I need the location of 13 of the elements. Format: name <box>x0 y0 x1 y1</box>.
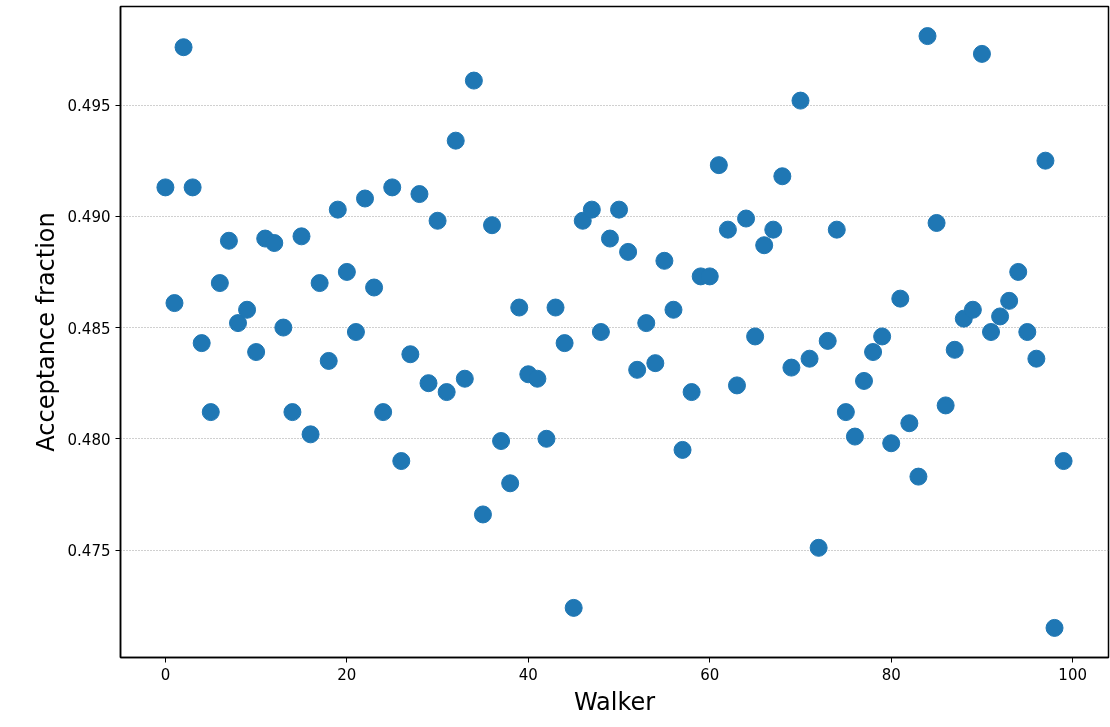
x-axis-title: Walker <box>573 687 656 716</box>
y-tick-label: 0.495 <box>67 97 111 116</box>
x-tick-label: 40 <box>518 665 538 684</box>
x-tick-label: 80 <box>881 665 901 684</box>
x-tick-label: 0 <box>160 665 171 684</box>
y-axis-title: Acceptance fraction <box>31 212 60 452</box>
y-tick-label: 0.480 <box>67 430 111 449</box>
y-tick-label: 0.485 <box>67 319 111 338</box>
x-tick-label: 100 <box>1058 665 1087 684</box>
y-tick-label: 0.490 <box>67 208 111 227</box>
x-tick-label: 60 <box>700 665 720 684</box>
y-tick-label: 0.475 <box>67 542 111 561</box>
x-tick-label: 20 <box>337 665 357 684</box>
